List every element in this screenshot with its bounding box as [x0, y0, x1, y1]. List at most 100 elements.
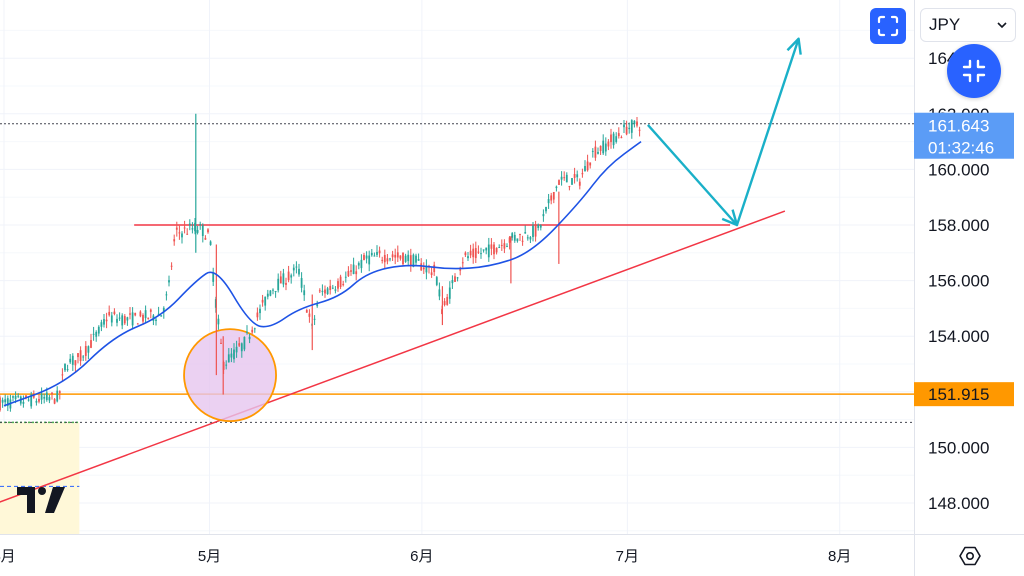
candle-body [498, 247, 501, 249]
candle-body [266, 293, 269, 297]
candle-body [139, 311, 142, 317]
candle-body [178, 232, 181, 234]
candle-body [469, 250, 472, 256]
candle-body [581, 173, 584, 175]
level-price-label: 151.915 [928, 385, 989, 404]
candle-body [331, 287, 334, 289]
candle-body [467, 256, 469, 259]
settings-button[interactable] [956, 544, 984, 568]
candle-body [363, 254, 365, 261]
candle-body [25, 395, 27, 398]
candle-body [589, 162, 592, 166]
candle-body [142, 314, 144, 322]
candle-body [503, 243, 506, 249]
candle-body [545, 206, 547, 212]
candle-body [542, 214, 545, 217]
candle-body [376, 251, 378, 255]
candle-body [602, 140, 605, 154]
price-tick-label: 156.000 [928, 272, 989, 291]
settings-icon [959, 546, 981, 566]
candle-body [105, 319, 108, 322]
highlight-circle[interactable] [183, 328, 277, 423]
candle-body [433, 264, 436, 273]
candle-body [303, 290, 306, 296]
candle-body [308, 313, 311, 317]
candle-body [435, 277, 438, 285]
candle-body [638, 129, 641, 131]
candle-body [201, 225, 204, 237]
candle-body [381, 259, 384, 261]
candle-body [27, 399, 30, 401]
time-tick-label: 4月 [0, 548, 16, 565]
candle-body [412, 254, 415, 267]
candle-body [261, 299, 264, 303]
candle-body [95, 331, 98, 337]
candle-body [188, 223, 191, 226]
candle-body [430, 272, 433, 275]
candle-body [61, 374, 64, 376]
candle-body [66, 369, 69, 371]
candle-body [131, 312, 134, 326]
candle-body [162, 307, 165, 313]
candle-body [253, 328, 256, 330]
candle-body [539, 225, 542, 228]
candle-body [506, 246, 508, 248]
candle-body [240, 343, 243, 352]
candle-body [56, 390, 59, 402]
candle-body [204, 237, 207, 240]
candle-body [604, 143, 607, 152]
candle-body [508, 237, 511, 243]
collapse-button[interactable] [947, 44, 1001, 98]
candle-body [394, 254, 397, 258]
candle-body [578, 181, 581, 186]
candle-body [532, 225, 534, 237]
candle-body [368, 255, 371, 265]
candle-body [558, 180, 560, 185]
candle-body [233, 349, 235, 360]
candle-body [6, 398, 9, 407]
candle-body [246, 331, 248, 333]
candle-body [287, 271, 290, 281]
candle-body [607, 141, 610, 147]
candle-body [404, 255, 407, 262]
candle-body [53, 399, 56, 404]
candle-body [555, 186, 558, 189]
candle-body [500, 244, 503, 246]
candle-body [35, 400, 38, 403]
candle-body [482, 249, 485, 251]
candle-body [14, 395, 17, 400]
candle-body [628, 127, 631, 130]
candle-body [90, 340, 92, 348]
candle-body [438, 289, 441, 297]
candle-body [524, 232, 527, 234]
candle-body [461, 262, 464, 264]
currency-select[interactable]: JPY [920, 8, 1016, 42]
candle-body [274, 290, 277, 293]
candle-body [513, 234, 516, 241]
candle-body [256, 312, 259, 318]
projection-arrowhead [721, 209, 739, 227]
candle-body [207, 229, 209, 233]
candle-body [298, 268, 300, 275]
candle-body [347, 270, 350, 277]
candle-body [181, 233, 183, 238]
candle-body [610, 134, 612, 143]
candle-body [121, 315, 124, 326]
candle-body [456, 277, 459, 279]
candle-body [77, 353, 79, 358]
candle-body [526, 237, 529, 239]
candle-body [147, 317, 150, 319]
candle-body [279, 276, 282, 284]
candle-body [108, 311, 111, 316]
rising-trendline[interactable] [0, 210, 786, 503]
candle-body [378, 250, 381, 254]
candle-body [64, 363, 66, 371]
candle-body [48, 397, 51, 401]
candle-body [451, 280, 454, 284]
fullscreen-button[interactable] [870, 8, 906, 44]
candle-body [584, 166, 586, 172]
candle-body [620, 137, 623, 139]
candle-body [511, 233, 514, 238]
candle-body [38, 398, 40, 402]
